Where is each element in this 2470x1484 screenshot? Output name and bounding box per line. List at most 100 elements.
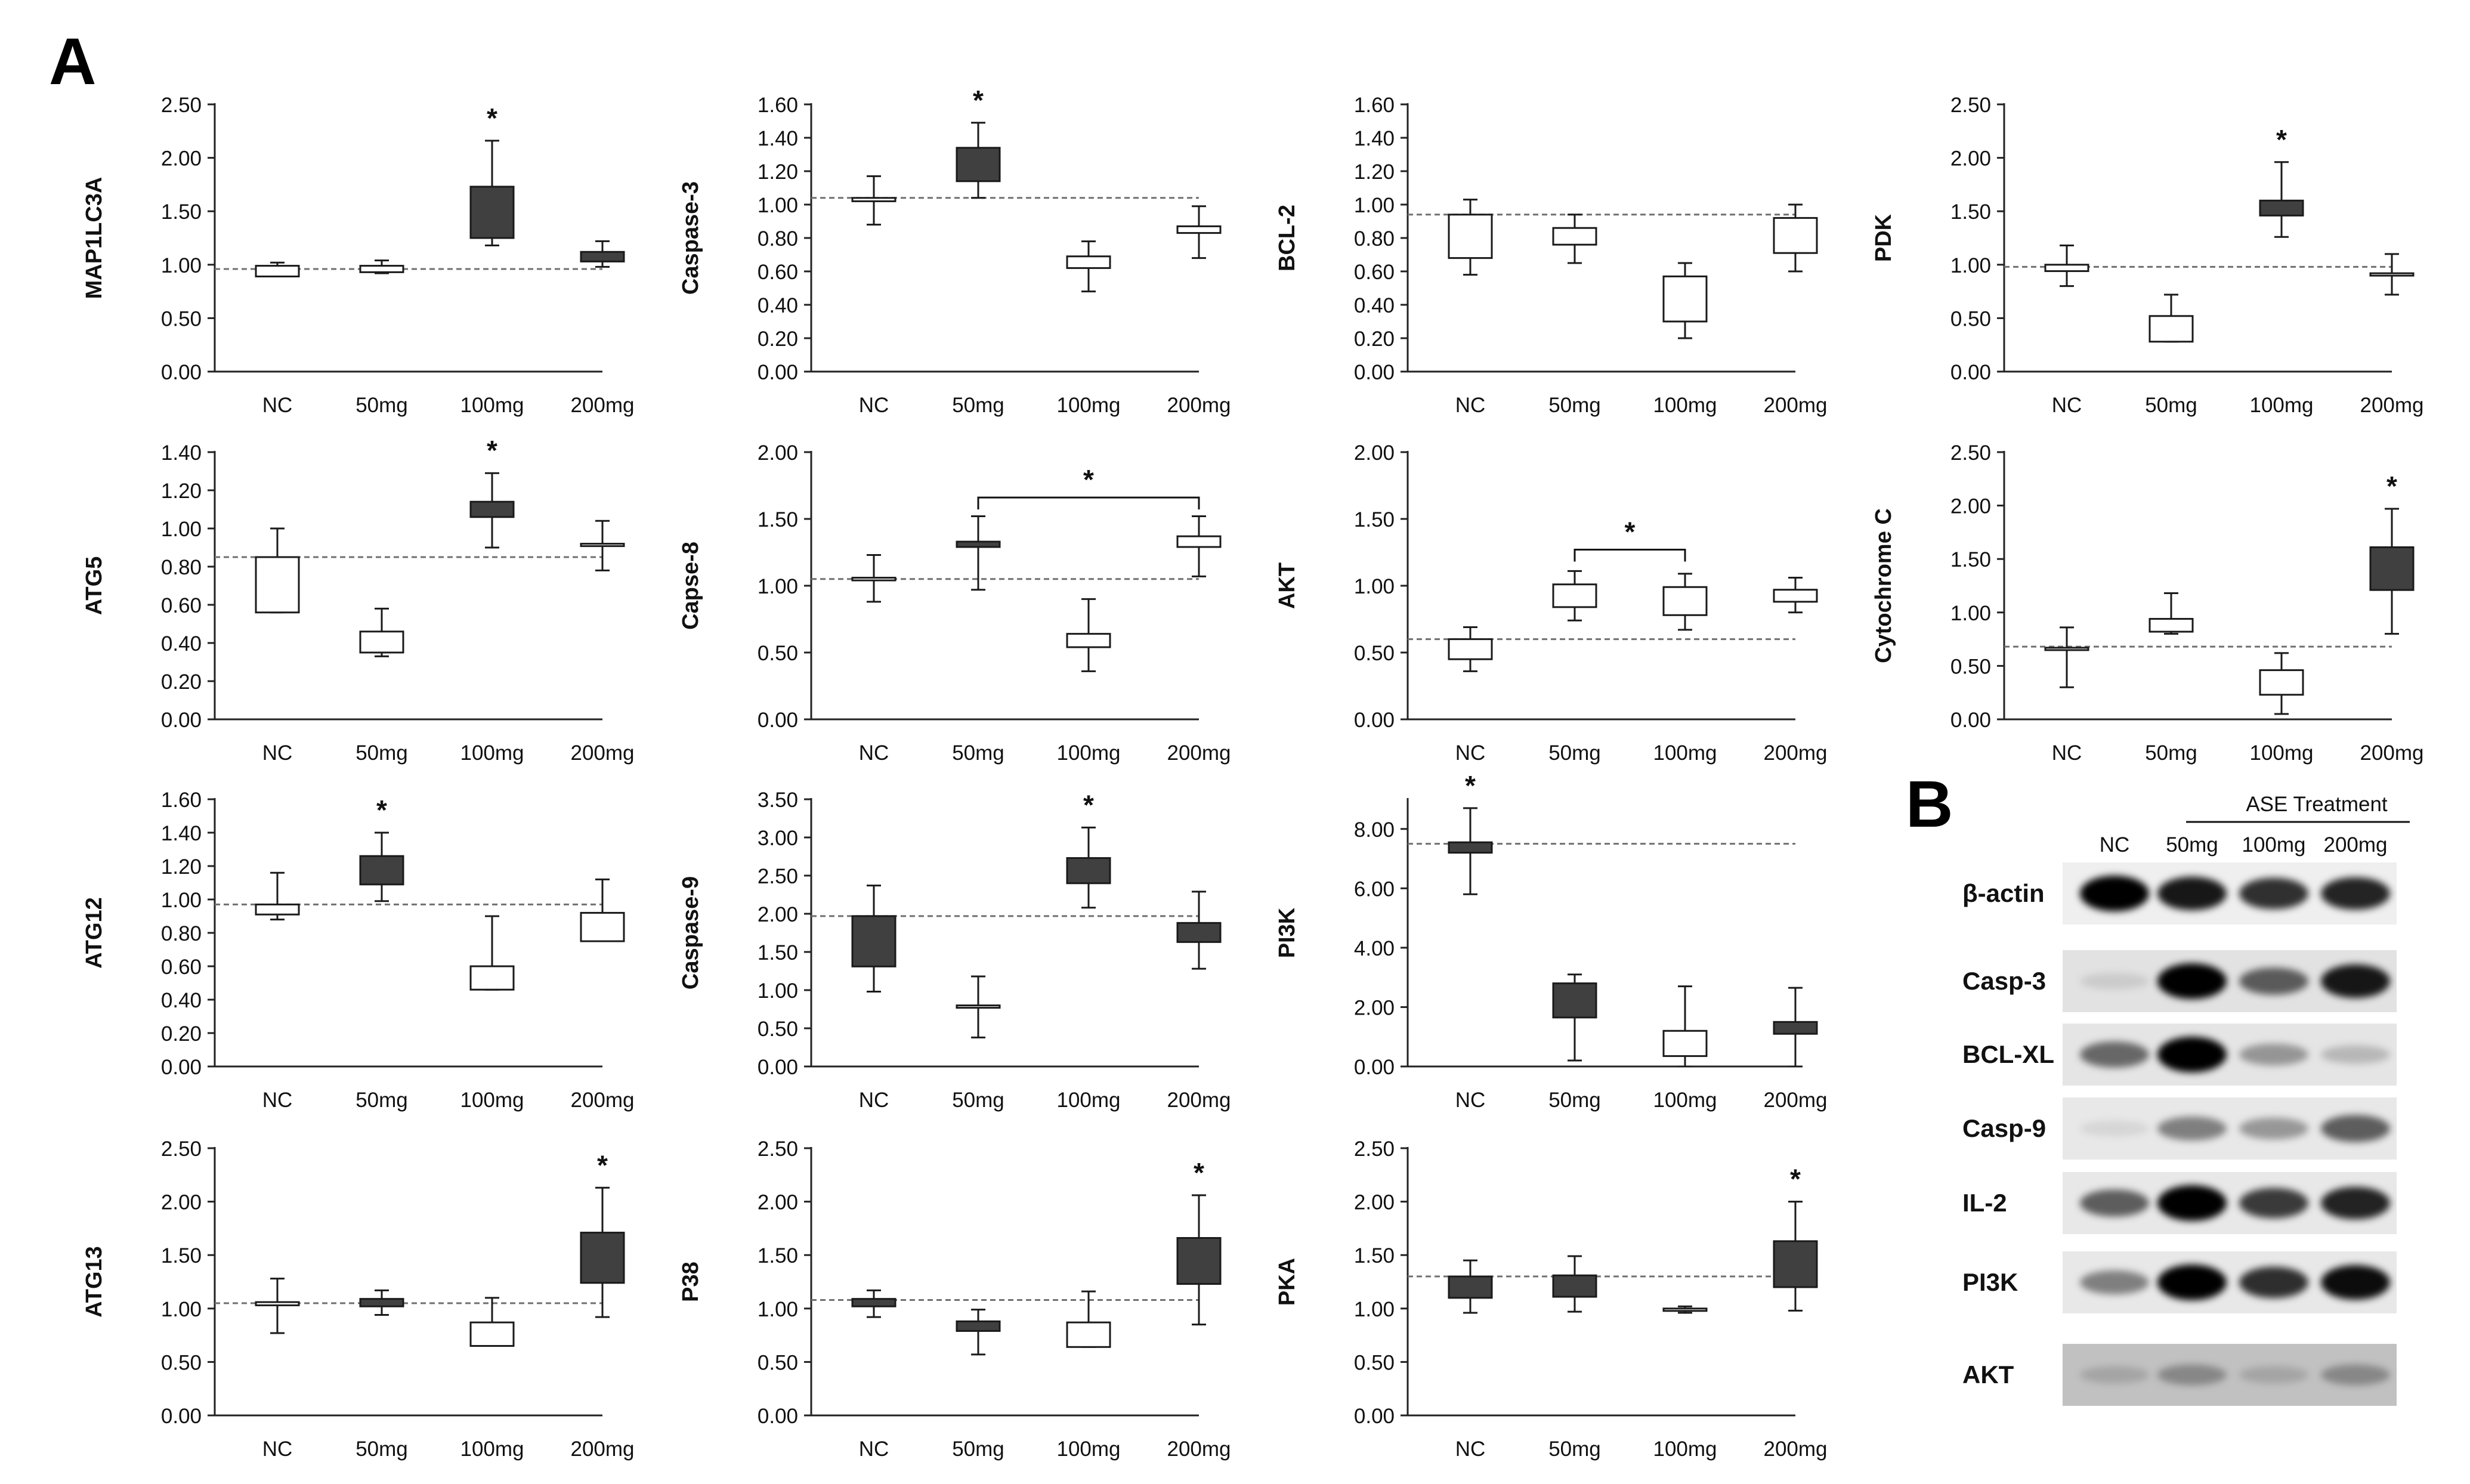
x-tick-label: NC <box>2052 394 2082 417</box>
y-tick-label: 2.50 <box>1354 1137 1395 1161</box>
y-axis-label: PKA <box>1275 1258 1300 1306</box>
box-50mg <box>956 975 1001 1038</box>
protein-label: AKT <box>1962 1361 2014 1389</box>
y-tick-label: 2.00 <box>758 441 798 465</box>
box-body <box>2259 199 2304 217</box>
box-50mg <box>956 515 1001 591</box>
y-tick-label: 6.00 <box>1354 877 1395 901</box>
y-tick-label: 2.50 <box>161 1137 202 1161</box>
box-body <box>851 1298 897 1307</box>
box-body <box>469 1321 515 1347</box>
x-tick-label: NC <box>859 741 889 765</box>
y-tick-label: 3.50 <box>758 789 798 812</box>
protein-label: IL-2 <box>1962 1189 2007 1217</box>
box-200mg <box>1176 515 1222 577</box>
box-body <box>1066 633 1111 648</box>
x-tick-label: 50mg <box>355 1437 408 1461</box>
y-tick-label: 1.50 <box>758 941 798 964</box>
blot-band <box>2239 1266 2308 1298</box>
x-tick-label: 100mg <box>1653 1437 1717 1461</box>
chart-cytochrome-c: 0.00 0.50 1.00 1.50 2.00 2.50 Cytochrome C NC 50… <box>1871 441 2424 765</box>
x-tick-label: 50mg <box>1548 1437 1601 1461</box>
significance-star: * <box>1194 1157 1204 1188</box>
box-body <box>1176 535 1222 548</box>
y-tick-label: 0.00 <box>1950 709 1991 732</box>
y-tick-label: 0.50 <box>1354 1351 1395 1374</box>
panel-label-a: A <box>49 25 97 98</box>
chart-atg13: 0.00 0.50 1.00 1.50 2.00 2.50 ATG13 NC 50mg 100mg… <box>82 1137 635 1461</box>
significance-bracket: * <box>1573 517 1686 562</box>
y-tick-label: 1.20 <box>758 160 798 184</box>
chart-pi3k: 0.00 2.00 4.00 6.00 8.00 PI3K NC 50mg 100mg 200mg… <box>1275 770 1828 1112</box>
y-axis-label: AKT <box>1275 562 1300 609</box>
box-200mg: * <box>2369 471 2415 635</box>
box-50mg <box>1552 1255 1597 1313</box>
x-tick-label: 50mg <box>2145 394 2197 417</box>
y-tick-label: 2.50 <box>758 1137 798 1161</box>
y-tick-label: 1.60 <box>758 94 798 117</box>
x-tick-label: NC <box>1455 1089 1486 1112</box>
y-tick-label: 3.00 <box>758 827 798 850</box>
box-body <box>1773 1021 1818 1035</box>
box-nc <box>255 527 300 614</box>
box-200mg <box>1176 891 1222 970</box>
box-body <box>1176 225 1222 234</box>
y-tick-label: 1.50 <box>758 508 798 531</box>
y-tick-label: 0.00 <box>161 1405 202 1428</box>
box-100mg: * <box>2259 124 2304 238</box>
box-100mg <box>1662 262 1708 339</box>
y-tick-label: 0.50 <box>1354 642 1395 665</box>
y-tick-label: 4.00 <box>1354 937 1395 960</box>
blot-row-bcl-xl: BCL-XL <box>1962 1024 2397 1086</box>
blot-band <box>2080 876 2149 911</box>
y-tick-label: 1.50 <box>161 1244 202 1267</box>
box-100mg <box>1662 573 1708 631</box>
box-body <box>1773 217 1818 254</box>
box-nc <box>2044 245 2089 287</box>
box-body <box>255 265 300 278</box>
y-axis-label: ATG5 <box>82 556 107 616</box>
box-body <box>851 577 897 582</box>
box-body <box>359 630 404 654</box>
significance-star: * <box>487 435 497 466</box>
box-100mg <box>1066 1290 1111 1348</box>
box-nc <box>1448 1259 1493 1314</box>
y-axis-label: PI3K <box>1275 907 1300 958</box>
significance-star: * <box>1465 770 1476 801</box>
blot-band <box>2321 964 2390 998</box>
y-tick-label: 1.20 <box>1354 160 1395 184</box>
y-tick-label: 0.40 <box>161 632 202 656</box>
y-tick-label: 2.00 <box>758 903 798 926</box>
lane-label: 50mg <box>2166 833 2218 857</box>
x-tick-label: 200mg <box>1763 394 1827 417</box>
box-body <box>1662 275 1708 323</box>
box-100mg <box>469 915 515 991</box>
x-tick-label: 100mg <box>2249 394 2313 417</box>
y-tick-label: 1.40 <box>758 127 798 150</box>
box-200mg <box>1773 577 1818 614</box>
y-axis-label: ATG13 <box>82 1246 107 1318</box>
y-tick-label: 0.40 <box>161 989 202 1012</box>
blot-band <box>2239 967 2308 995</box>
box-body <box>359 1298 404 1307</box>
y-tick-label: 2.00 <box>161 1191 202 1214</box>
y-tick-label: 0.00 <box>1354 709 1395 732</box>
box-body <box>2259 669 2304 696</box>
y-tick-label: 1.50 <box>161 200 202 224</box>
box-body <box>1552 1274 1597 1298</box>
x-tick-label: 200mg <box>570 1437 634 1461</box>
box-body <box>1448 1275 1493 1299</box>
x-tick-label: 50mg <box>952 741 1004 765</box>
y-tick-label: 1.00 <box>161 518 202 541</box>
y-axis-label: BCL-2 <box>1275 205 1300 271</box>
chart-caspase-3: 0.00 0.20 0.40 0.60 0.80 1.00 1.20 1.40 1.60 Casp… <box>678 85 1231 417</box>
y-tick-label: 1.60 <box>161 789 202 812</box>
box-body <box>2369 272 2415 277</box>
box-200mg <box>580 878 625 942</box>
y-tick-label: 8.00 <box>1354 818 1395 842</box>
lane-label: 100mg <box>2242 833 2305 857</box>
blot-band <box>2157 1037 2227 1072</box>
blot-band <box>2239 1366 2308 1384</box>
treatment-label: ASE Treatment <box>2246 793 2388 816</box>
box-200mg <box>580 520 625 571</box>
